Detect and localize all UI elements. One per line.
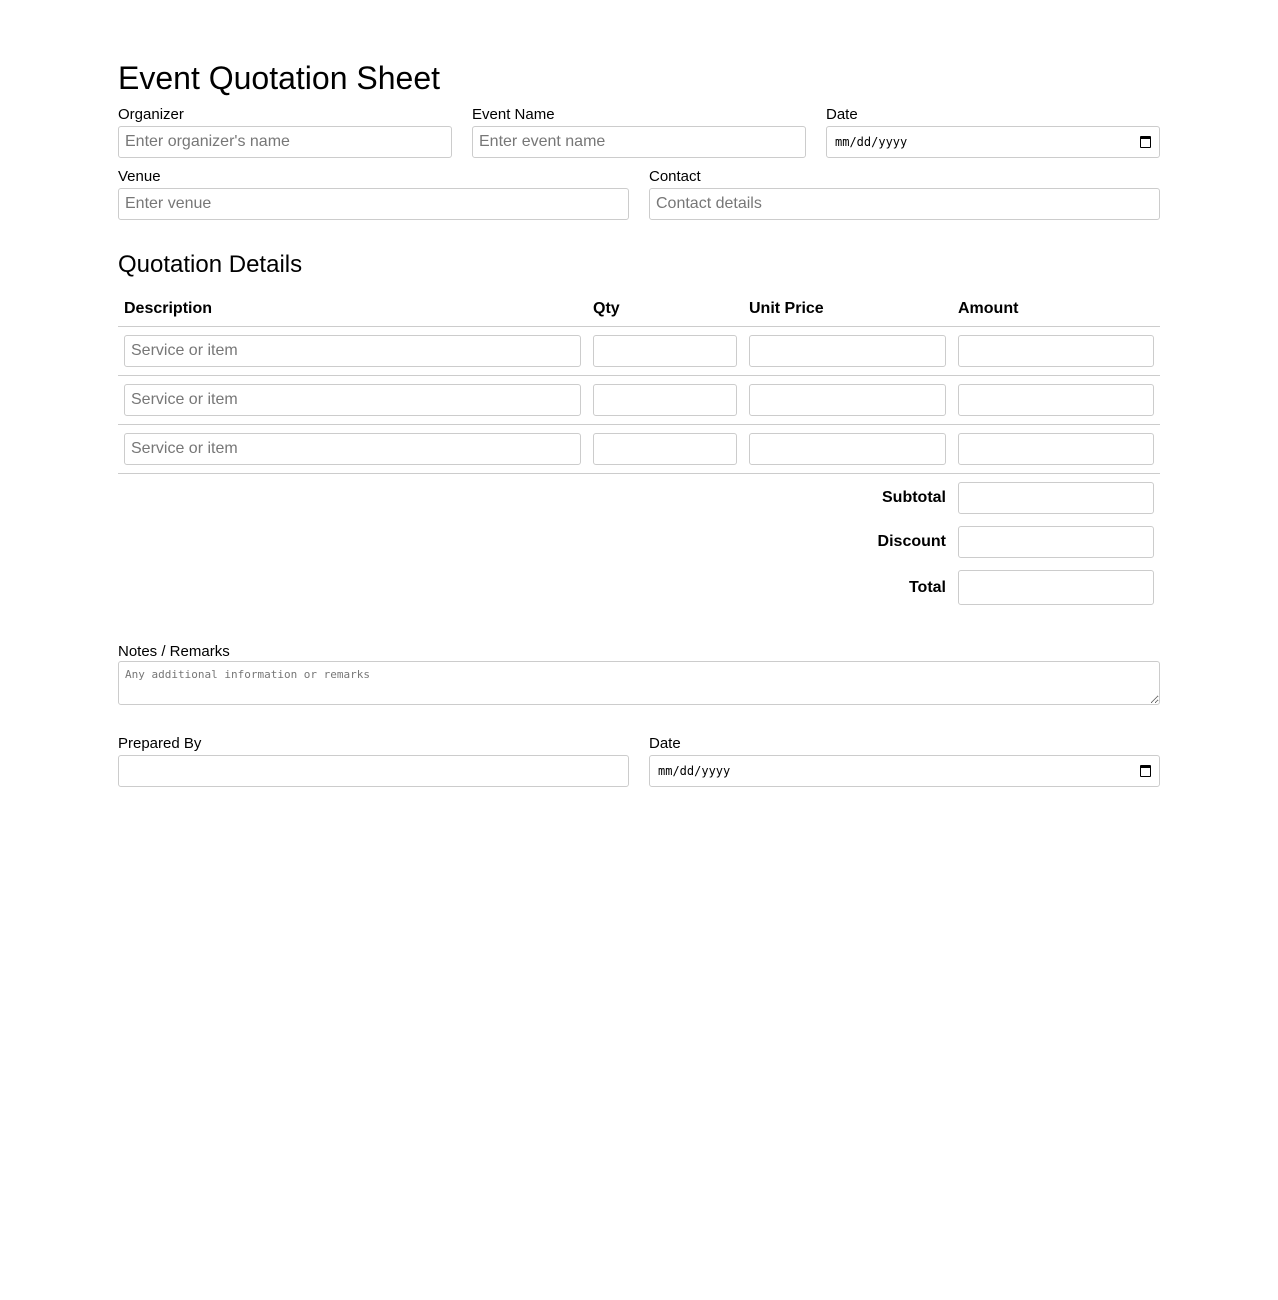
page-title: Event Quotation Sheet (118, 60, 440, 96)
table-row (118, 424, 1160, 474)
event-name-input[interactable] (472, 126, 806, 158)
footer-date-input[interactable]: mm/dd/yyyy (649, 755, 1160, 787)
date-value: mm/dd/yyyy (835, 135, 908, 149)
qty-input[interactable] (593, 384, 737, 416)
description-input[interactable] (124, 335, 581, 367)
amount-input[interactable] (958, 433, 1154, 465)
column-header-unit-price: Unit Price (743, 292, 952, 327)
qty-input[interactable] (593, 335, 737, 367)
prepared-by-label: Prepared By (118, 735, 202, 752)
total-input[interactable] (958, 570, 1154, 605)
column-header-qty: Qty (587, 292, 743, 327)
table-row (118, 375, 1160, 425)
footer-date-value: mm/dd/yyyy (658, 764, 731, 778)
column-header-amount: Amount (952, 292, 1160, 327)
calendar-icon[interactable] (1140, 136, 1151, 148)
column-header-description: Description (118, 292, 587, 327)
notes-textarea[interactable] (118, 661, 1160, 705)
organizer-label: Organizer (118, 106, 184, 123)
discount-label: Discount (877, 533, 946, 550)
unit-price-input[interactable] (749, 335, 946, 367)
date-label: Date (826, 106, 858, 123)
amount-input[interactable] (958, 335, 1154, 367)
table-row (118, 326, 1160, 376)
venue-label: Venue (118, 168, 161, 185)
footer-date-label: Date (649, 735, 681, 752)
qty-input[interactable] (593, 433, 737, 465)
venue-input[interactable] (118, 188, 629, 220)
description-input[interactable] (124, 384, 581, 416)
subtotal-input[interactable] (958, 482, 1154, 514)
organizer-input[interactable] (118, 126, 452, 158)
subtotal-label: Subtotal (882, 489, 946, 506)
quotation-form: Event Quotation Sheet Organizer Event Na… (118, 58, 1160, 797)
unit-price-input[interactable] (749, 433, 946, 465)
quotation-table: Description Qty Unit Price Amount Subtot… (118, 292, 1160, 613)
unit-price-input[interactable] (749, 384, 946, 416)
contact-input[interactable] (649, 188, 1160, 220)
total-label: Total (908, 578, 946, 596)
amount-input[interactable] (958, 384, 1154, 416)
discount-input[interactable] (958, 526, 1154, 558)
prepared-by-input[interactable] (118, 755, 629, 787)
contact-label: Contact (649, 168, 701, 185)
calendar-icon[interactable] (1140, 765, 1151, 777)
notes-label: Notes / Remarks (118, 643, 230, 660)
date-input[interactable]: mm/dd/yyyy (826, 126, 1160, 158)
section-title: Quotation Details (118, 251, 303, 278)
event-name-label: Event Name (472, 106, 555, 123)
description-input[interactable] (124, 433, 581, 465)
